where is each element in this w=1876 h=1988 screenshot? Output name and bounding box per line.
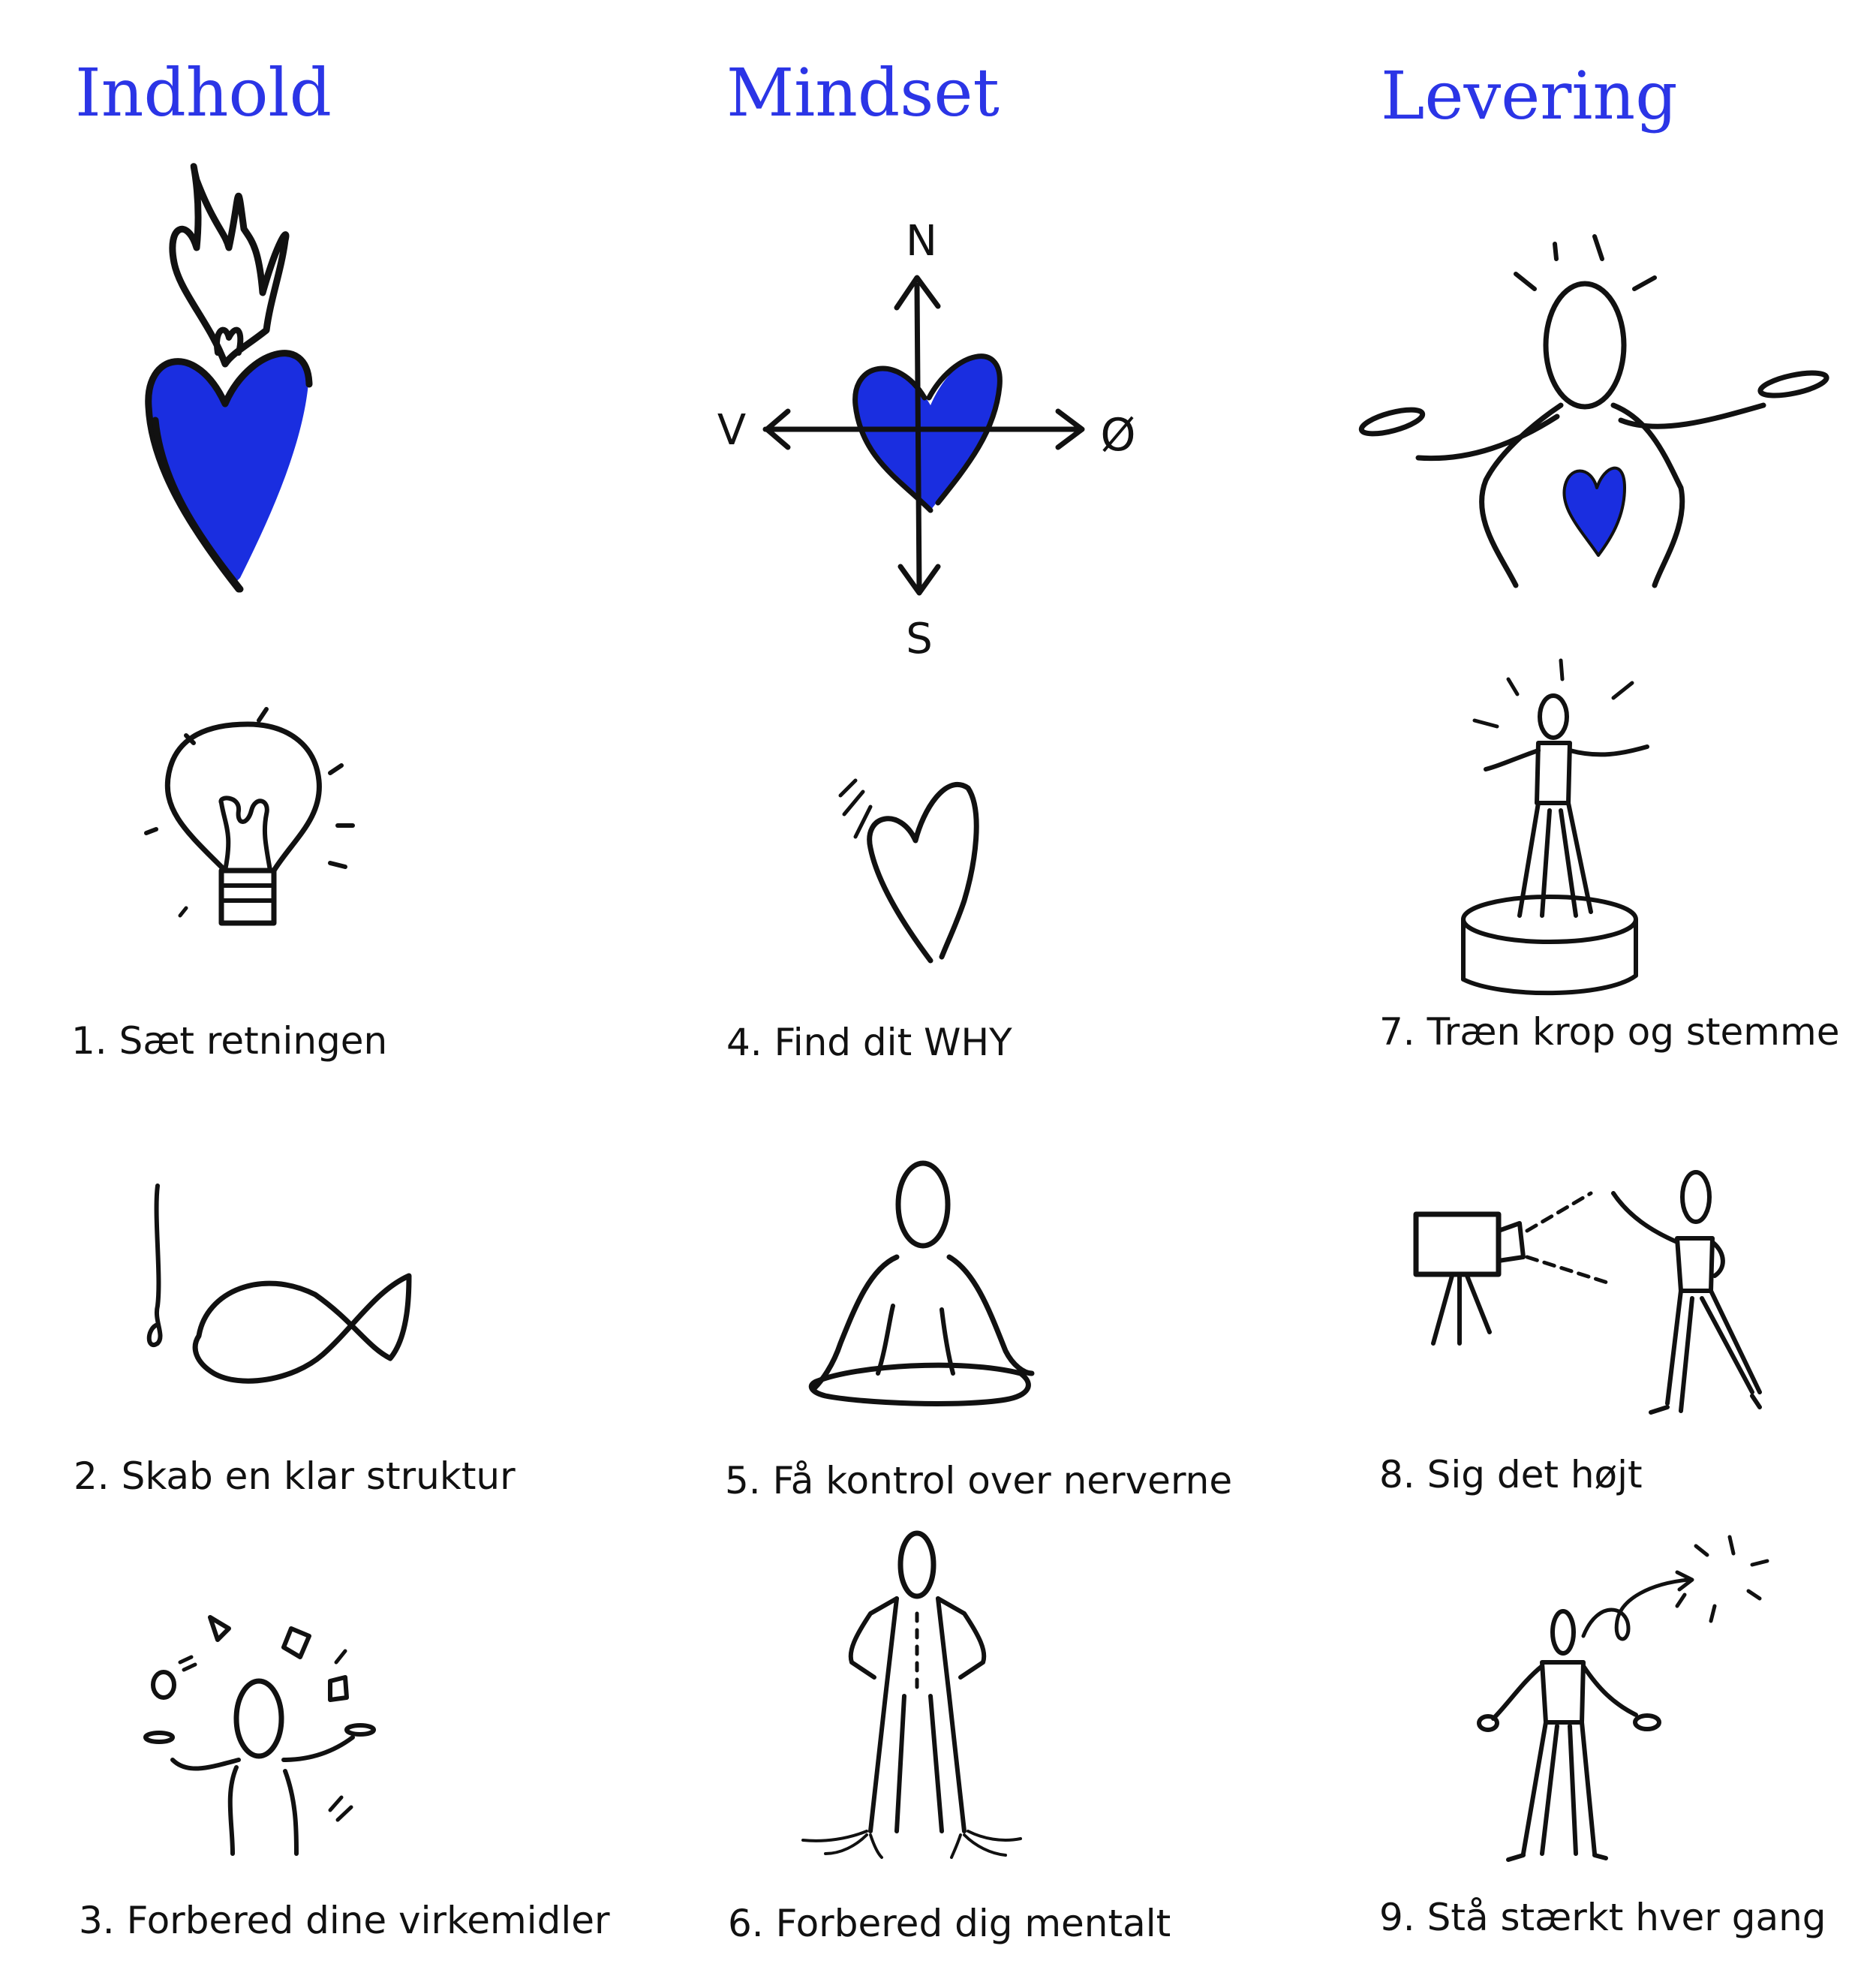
compass-heart-icon: N S V Ø bbox=[717, 217, 1136, 663]
step-1-label: 1. Sæt retningen bbox=[71, 1019, 388, 1063]
compass-west: V bbox=[717, 406, 746, 455]
camera-and-person-icon bbox=[1413, 1170, 1762, 1415]
flaming-heart-icon bbox=[145, 163, 313, 593]
person-with-heart-icon bbox=[1358, 234, 1829, 588]
grounded-person-icon bbox=[801, 1530, 1022, 1859]
compass-east: Ø bbox=[1100, 409, 1135, 462]
step-8-label: 8. Sig det højt bbox=[1379, 1453, 1643, 1496]
person-on-podium-icon bbox=[1461, 658, 1649, 996]
heading-mindset: Mindset bbox=[726, 54, 1000, 131]
step-6-label: 6. Forbered dig mentalt bbox=[728, 1902, 1171, 1945]
heart-outline-icon bbox=[838, 778, 979, 964]
meditating-person-icon bbox=[808, 1160, 1035, 1406]
compass-north: N bbox=[906, 217, 937, 266]
standing-strong-icon bbox=[1477, 1535, 1769, 1862]
step-7-label: 7. Træn krop og stemme bbox=[1379, 1010, 1840, 1054]
step-5-label: 5. Få kontrol over nerverne bbox=[725, 1459, 1233, 1502]
juggler-icon bbox=[143, 1615, 376, 1856]
fish-with-hook-icon bbox=[146, 1183, 412, 1384]
step-3-label: 3. Forbered dine virkemidler bbox=[79, 1899, 610, 1942]
step-4-label: 4. Find dit WHY bbox=[726, 1021, 1012, 1064]
step-9-label: 9. Stå stærkt hver gang bbox=[1379, 1896, 1826, 1939]
compass-south: S bbox=[906, 615, 933, 663]
step-2-label: 2. Skab en klar struktur bbox=[74, 1454, 516, 1498]
heading-indhold: Indhold bbox=[75, 54, 332, 131]
light-bulb-icon bbox=[144, 707, 355, 926]
heading-levering: Levering bbox=[1381, 57, 1678, 134]
